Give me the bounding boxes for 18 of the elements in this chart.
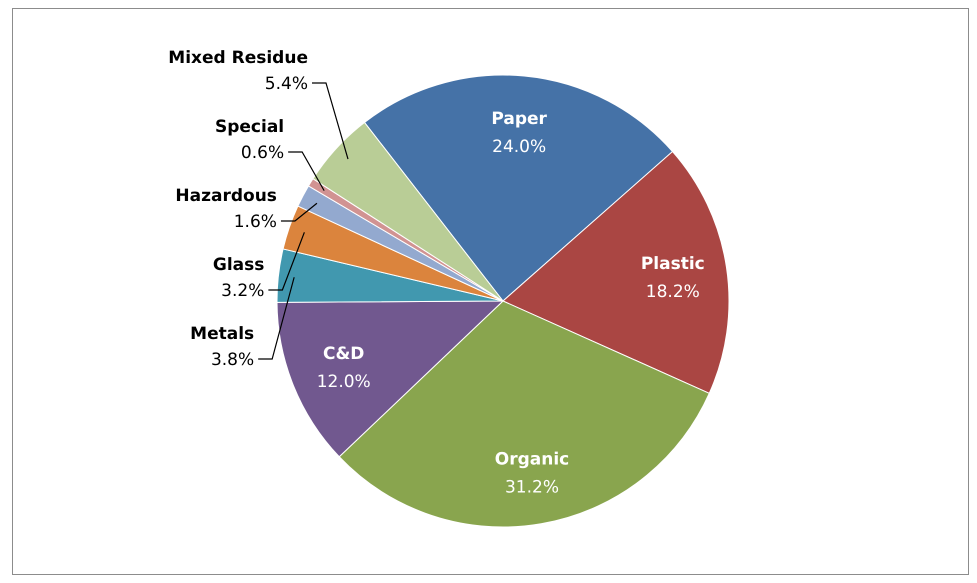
data-label: 1.6% — [234, 212, 277, 232]
data-label: 3.2% — [221, 281, 264, 301]
slice-label: Metals — [190, 324, 254, 344]
data-label: 31.2% — [504, 477, 560, 498]
data-label: 18.2% — [646, 282, 700, 302]
slice-label: Special — [214, 117, 284, 137]
data-label: 5.4% — [264, 74, 308, 94]
slice-label: Organic — [494, 449, 570, 470]
slice-label: C&D — [322, 344, 364, 364]
data-label: 12.0% — [316, 372, 371, 392]
data-label: 0.6% — [240, 143, 284, 163]
data-label: 24.0% — [492, 137, 546, 157]
slice-label: Hazardous — [175, 186, 277, 206]
slice-label: Glass — [212, 255, 264, 275]
data-label: 3.8% — [210, 350, 254, 370]
slice-label: Mixed Residue — [168, 48, 308, 68]
slice-label: Plastic — [640, 254, 705, 274]
slice-label: Paper — [491, 109, 548, 129]
